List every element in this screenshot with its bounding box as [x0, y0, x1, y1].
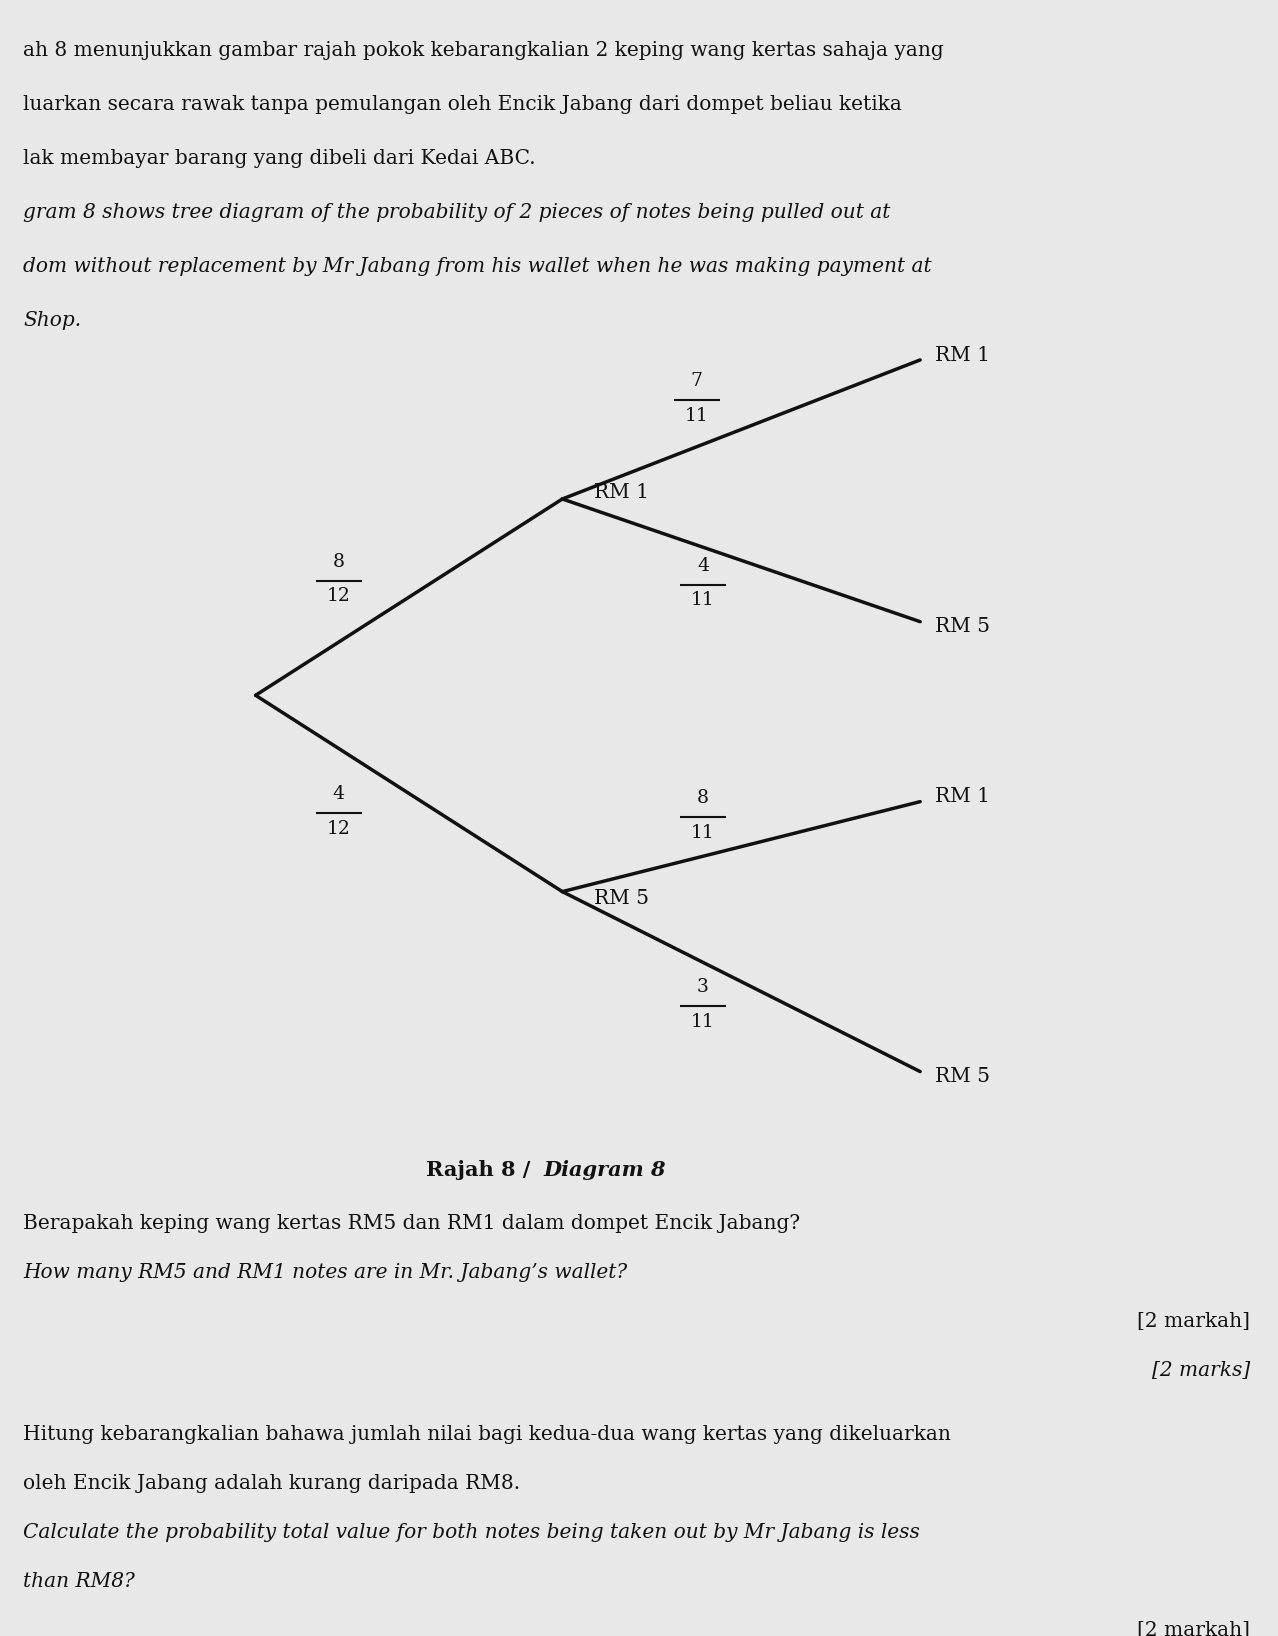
- Text: 3: 3: [697, 978, 709, 996]
- Text: 8: 8: [697, 789, 709, 807]
- Text: [2 markah]: [2 markah]: [1137, 1621, 1250, 1636]
- Text: gram 8 shows tree diagram of the probability of 2 pieces of notes being pulled o: gram 8 shows tree diagram of the probabi…: [23, 203, 891, 222]
- Text: 4: 4: [332, 785, 345, 803]
- Text: [2 markah]: [2 markah]: [1137, 1312, 1250, 1332]
- Text: [2 marks]: [2 marks]: [1151, 1361, 1250, 1381]
- Text: oleh Encik Jabang adalah kurang daripada RM8.: oleh Encik Jabang adalah kurang daripada…: [23, 1474, 520, 1494]
- Text: RM 1: RM 1: [594, 483, 649, 502]
- Text: RM 1: RM 1: [935, 345, 990, 365]
- Text: 8: 8: [332, 553, 345, 571]
- Text: 12: 12: [327, 587, 350, 605]
- Text: luarkan secara rawak tanpa pemulangan oleh Encik Jabang dari dompet beliau ketik: luarkan secara rawak tanpa pemulangan ol…: [23, 95, 902, 115]
- Text: Diagram 8: Diagram 8: [543, 1160, 666, 1180]
- Text: 11: 11: [691, 823, 714, 843]
- Text: RM 1: RM 1: [935, 787, 990, 807]
- Text: dom without replacement by Mr Jabang from his wallet when he was making payment : dom without replacement by Mr Jabang fro…: [23, 257, 932, 276]
- Text: How many RM5 and RM1 notes are in Mr. Jabang’s wallet?: How many RM5 and RM1 notes are in Mr. Ja…: [23, 1263, 627, 1283]
- Text: Shop.: Shop.: [23, 311, 81, 330]
- Text: 11: 11: [691, 592, 714, 610]
- Text: RM 5: RM 5: [594, 888, 649, 908]
- Text: 12: 12: [327, 820, 350, 838]
- Text: RM 5: RM 5: [935, 1067, 990, 1086]
- Text: lak membayar barang yang dibeli dari Kedai ABC.: lak membayar barang yang dibeli dari Ked…: [23, 149, 535, 169]
- Text: Calculate the probability total value for both notes being taken out by Mr Jaban: Calculate the probability total value fo…: [23, 1523, 920, 1543]
- Text: Hitung kebarangkalian bahawa jumlah nilai bagi kedua-dua wang kertas yang dikelu: Hitung kebarangkalian bahawa jumlah nila…: [23, 1425, 951, 1445]
- Text: 4: 4: [697, 556, 709, 576]
- Text: than RM8?: than RM8?: [23, 1572, 134, 1592]
- Text: 7: 7: [690, 371, 703, 389]
- Text: Rajah 8 /: Rajah 8 /: [426, 1160, 530, 1180]
- Text: RM 5: RM 5: [935, 617, 990, 636]
- Text: Berapakah keping wang kertas RM5 dan RM1 dalam dompet Encik Jabang?: Berapakah keping wang kertas RM5 dan RM1…: [23, 1214, 800, 1234]
- Text: 11: 11: [691, 1013, 714, 1031]
- Text: ah 8 menunjukkan gambar rajah pokok kebarangkalian 2 keping wang kertas sahaja y: ah 8 menunjukkan gambar rajah pokok keba…: [23, 41, 943, 61]
- Text: 11: 11: [685, 406, 708, 425]
